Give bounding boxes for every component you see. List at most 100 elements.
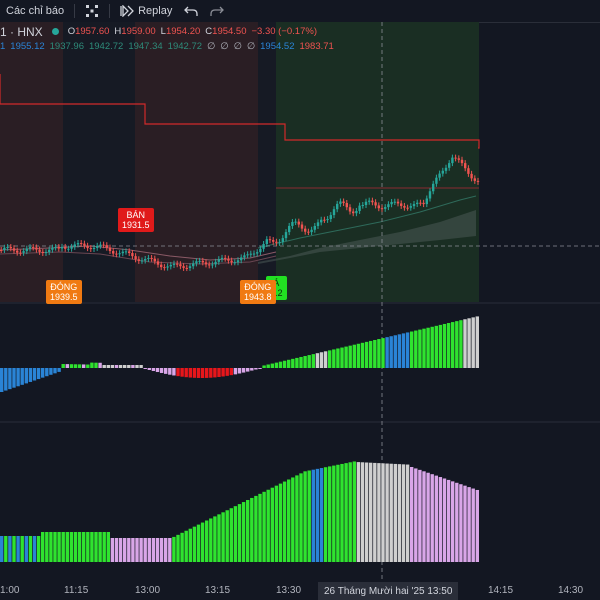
candle bbox=[73, 244, 76, 247]
histogram-bar bbox=[73, 532, 78, 562]
symbol-label[interactable]: 1 · HNX bbox=[0, 24, 43, 39]
candle bbox=[211, 264, 214, 266]
histogram-bar bbox=[467, 487, 471, 562]
histogram-bar bbox=[196, 368, 201, 378]
histogram-bar bbox=[45, 368, 49, 377]
close-value: C1954.50 bbox=[205, 26, 247, 37]
grid-icon bbox=[86, 5, 99, 17]
candle bbox=[102, 244, 105, 246]
candle bbox=[256, 252, 259, 254]
histogram-bar bbox=[356, 462, 361, 562]
time-tick: 13:15 bbox=[205, 585, 231, 596]
histogram-bar bbox=[250, 497, 254, 562]
candle bbox=[76, 243, 80, 245]
histogram-bar bbox=[131, 538, 135, 562]
histogram-bar bbox=[147, 538, 151, 562]
candle bbox=[0, 250, 3, 251]
histogram-bar bbox=[82, 532, 86, 562]
histogram-bar bbox=[127, 365, 131, 368]
indicator-value: ∅ bbox=[220, 41, 229, 52]
candle bbox=[326, 219, 329, 221]
histogram-bar bbox=[291, 358, 295, 368]
candle bbox=[144, 258, 147, 261]
indicators-button[interactable]: Các chỉ báo bbox=[0, 0, 70, 22]
histogram-bar bbox=[110, 365, 115, 368]
histogram-bar bbox=[233, 506, 238, 562]
redo-button[interactable] bbox=[204, 0, 230, 22]
candle bbox=[86, 245, 89, 249]
time-tick: 14:30 bbox=[558, 585, 584, 596]
histogram-bar bbox=[451, 481, 455, 562]
histogram-bar bbox=[315, 468, 320, 562]
histogram-bar bbox=[77, 364, 82, 368]
histogram-bar bbox=[213, 516, 217, 562]
histogram-bar bbox=[159, 368, 164, 373]
histogram-bar bbox=[237, 504, 242, 562]
replay-icon bbox=[120, 5, 135, 17]
histogram-bar bbox=[127, 538, 131, 562]
stop-line-upper bbox=[0, 74, 480, 149]
undo-icon bbox=[184, 6, 198, 16]
histogram-bar bbox=[430, 326, 434, 368]
histogram-bar bbox=[446, 323, 451, 368]
candle bbox=[387, 204, 390, 208]
candle bbox=[249, 253, 252, 255]
replay-button[interactable]: Replay bbox=[114, 0, 178, 22]
histogram-bar bbox=[373, 339, 377, 368]
candle bbox=[160, 264, 163, 268]
redo-icon bbox=[210, 6, 225, 16]
histogram-bar bbox=[405, 332, 410, 368]
histogram-bar bbox=[434, 475, 438, 562]
candle bbox=[118, 253, 121, 255]
price-chart[interactable] bbox=[0, 22, 600, 582]
undo-button[interactable] bbox=[178, 0, 204, 22]
candle bbox=[246, 254, 249, 256]
sell-signal: BÁN 1931.5 bbox=[118, 208, 154, 232]
histogram-bar bbox=[274, 485, 279, 562]
candle bbox=[182, 266, 185, 268]
histogram-bar bbox=[381, 463, 385, 562]
histogram-bar bbox=[463, 485, 467, 562]
indicator-value: ∅ bbox=[207, 41, 216, 52]
histogram-bar bbox=[270, 487, 274, 562]
session-zone-red bbox=[0, 22, 63, 302]
candle bbox=[294, 221, 297, 223]
histogram-bar bbox=[53, 368, 57, 374]
histogram-bar bbox=[254, 368, 258, 370]
layout-grid-button[interactable] bbox=[79, 0, 105, 22]
histogram-bar bbox=[414, 468, 418, 562]
histogram-bar bbox=[12, 368, 16, 388]
histogram-bar bbox=[369, 340, 373, 368]
histogram-bar bbox=[0, 368, 4, 392]
histogram-bar bbox=[364, 341, 369, 368]
candle bbox=[51, 247, 54, 250]
candle bbox=[409, 206, 412, 208]
histogram-bar bbox=[57, 532, 61, 562]
session-zone-red bbox=[135, 22, 258, 302]
candle bbox=[368, 200, 371, 202]
histogram-bar bbox=[389, 336, 393, 368]
indicator-value: 1955.12 bbox=[10, 41, 45, 52]
histogram-bar bbox=[110, 538, 115, 562]
histogram-bar bbox=[401, 464, 406, 562]
histogram-bar bbox=[405, 464, 410, 562]
histogram-bar bbox=[118, 538, 123, 562]
histogram-bar bbox=[209, 368, 213, 378]
candle bbox=[297, 221, 300, 225]
candle bbox=[19, 252, 22, 254]
candle bbox=[166, 266, 169, 268]
replay-label: Replay bbox=[138, 5, 173, 17]
histogram-bar bbox=[155, 538, 160, 562]
close-signal: ĐÓNG 1943.8 bbox=[240, 280, 276, 304]
candle bbox=[307, 231, 310, 233]
time-tick: 1:00 bbox=[0, 585, 20, 596]
histogram-bar bbox=[8, 536, 12, 562]
candle bbox=[48, 249, 51, 253]
indicator-value: 1942.72 bbox=[167, 41, 203, 52]
candle bbox=[3, 247, 6, 250]
histogram-bar bbox=[348, 345, 352, 368]
candle bbox=[128, 251, 131, 254]
candle bbox=[80, 243, 83, 245]
histogram-bar bbox=[188, 368, 192, 378]
candle bbox=[467, 168, 470, 174]
